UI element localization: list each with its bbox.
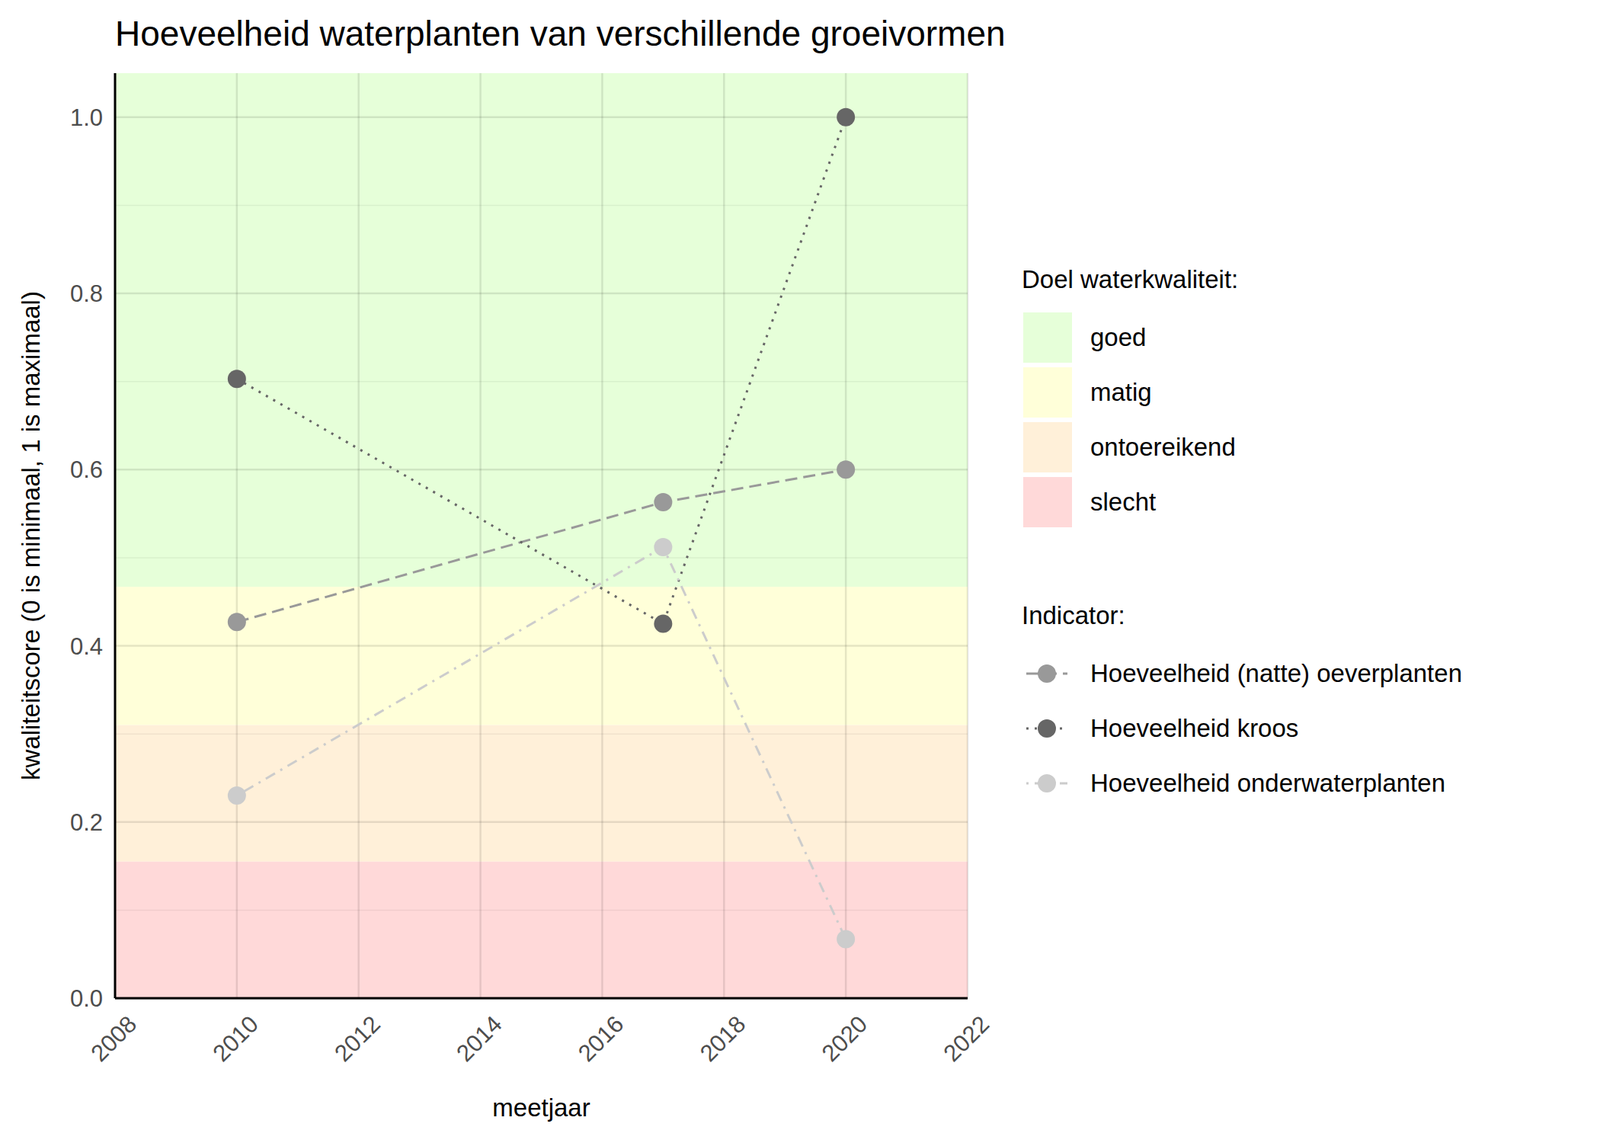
y-tick-label: 0.8 xyxy=(70,280,103,308)
minor-grid xyxy=(115,556,968,559)
grid-line xyxy=(357,73,360,999)
legend-swatch xyxy=(1023,312,1072,363)
grid-line xyxy=(723,73,726,999)
data-point xyxy=(653,492,672,512)
y-tick-label: 0.2 xyxy=(70,809,103,836)
quality-band xyxy=(115,861,968,999)
x-axis-title: meetjaar xyxy=(492,1093,590,1122)
quality-band xyxy=(115,73,968,587)
minor-grid xyxy=(115,909,968,912)
plot-area xyxy=(227,108,855,949)
y-tick-label: 0.6 xyxy=(70,456,103,484)
data-point xyxy=(227,786,247,805)
grid-line xyxy=(601,73,604,999)
grid-line xyxy=(479,73,482,999)
series-line xyxy=(236,547,846,940)
quality-band xyxy=(115,586,968,726)
y-tick-label: 0.0 xyxy=(70,985,103,1012)
data-point xyxy=(653,537,672,557)
legend-title: Indicator: xyxy=(1021,601,1126,630)
minor-grid xyxy=(115,732,968,735)
x-tick-label: 2012 xyxy=(329,1010,386,1067)
legend-marker xyxy=(1037,774,1056,793)
x-tick-label: 2014 xyxy=(451,1010,508,1067)
legend-label: Hoeveelheid kroos xyxy=(1090,713,1299,743)
data-point xyxy=(836,108,855,127)
x-tick-label: 2016 xyxy=(572,1010,630,1067)
legend-label: Hoeveelheid (natte) oeverplanten xyxy=(1090,659,1463,688)
legend-label: goed xyxy=(1090,323,1146,352)
x-tick-label: 2010 xyxy=(207,1010,264,1067)
legend-swatch xyxy=(1023,367,1072,418)
minor-grid xyxy=(115,204,968,207)
y-tick-label: 1.0 xyxy=(70,104,103,132)
legend-swatch xyxy=(1023,422,1072,473)
grid-line xyxy=(966,73,970,999)
data-point xyxy=(836,930,855,949)
y-axis-title: kwaliteitscore (0 is minimaal, 1 is maxi… xyxy=(16,291,45,781)
grid-line xyxy=(115,292,968,295)
title: Hoeveelheid waterplanten van verschillen… xyxy=(115,13,1006,54)
data-point xyxy=(227,612,247,631)
legend-label: matig xyxy=(1090,377,1152,407)
series-line xyxy=(236,469,846,622)
x-tick-label: 2022 xyxy=(938,1010,996,1067)
legend-label: slecht xyxy=(1090,487,1156,516)
legend-label: Hoeveelheid onderwaterplanten xyxy=(1090,768,1446,797)
data-point xyxy=(653,614,672,634)
x-tick-label: 2020 xyxy=(816,1010,874,1067)
y-tick-label: 0.4 xyxy=(70,633,103,660)
x-axis xyxy=(115,997,968,1000)
quality-band xyxy=(115,725,968,862)
x-tick-label: 2018 xyxy=(694,1010,752,1067)
grid-line xyxy=(115,997,968,1000)
grid-line xyxy=(115,644,968,647)
legend-label: ontoereikend xyxy=(1090,432,1236,461)
y-axis xyxy=(114,73,117,999)
legend-title: Doel waterkwaliteit: xyxy=(1021,265,1239,294)
legend-marker xyxy=(1037,664,1056,683)
grid-line xyxy=(844,73,848,999)
bands xyxy=(115,73,968,999)
x-tick-label: 2008 xyxy=(86,1010,143,1067)
grid-line xyxy=(114,73,117,999)
data-point xyxy=(227,369,247,388)
legend-swatch xyxy=(1023,476,1072,528)
chart: 0.0 0.2 0.4 0.6 0.8 1.0 2008 2010 2012 2014 2016 20… xyxy=(0,0,1600,1143)
grid-line xyxy=(236,73,239,999)
legend-marker xyxy=(1037,719,1056,738)
series-line xyxy=(236,117,846,624)
grid xyxy=(115,73,968,999)
grid-line xyxy=(115,821,968,824)
data-point xyxy=(836,460,855,479)
